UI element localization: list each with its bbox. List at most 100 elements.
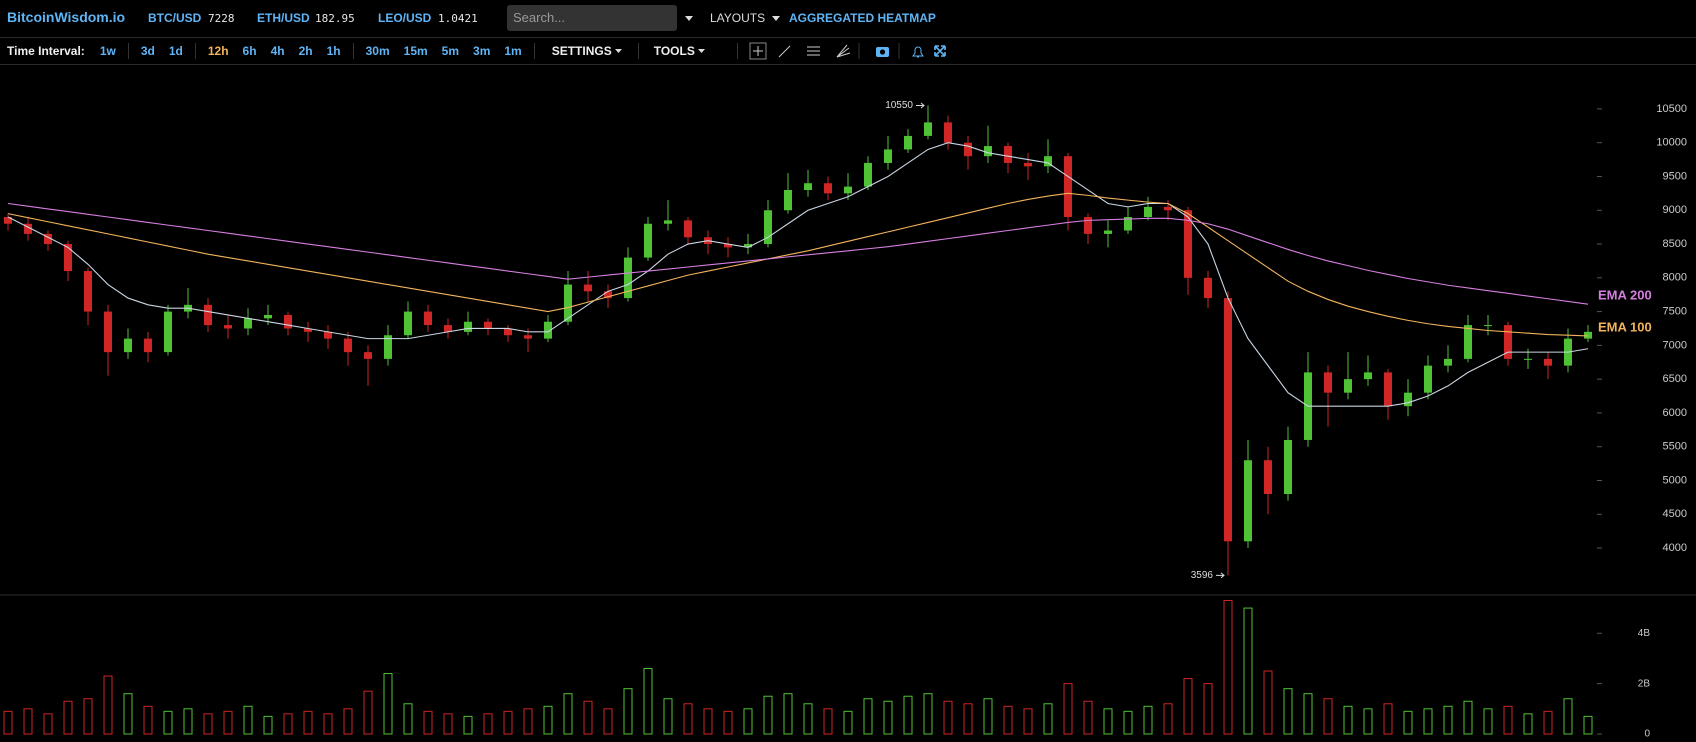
divider: [0, 64, 1696, 65]
ticker-price: 182.95: [315, 12, 355, 25]
tools-menu[interactable]: TOOLS: [653, 44, 695, 58]
candle-body: [1024, 162, 1032, 167]
y-tick-label: 8000: [1663, 272, 1687, 284]
y-tick-label: 4000: [1663, 542, 1687, 554]
layouts-menu[interactable]: LAYOUTS: [710, 11, 766, 25]
candle-body: [24, 223, 32, 234]
volume-bar: [1083, 700, 1093, 735]
volume-bar: [1303, 693, 1313, 735]
search-box[interactable]: Search...: [507, 5, 677, 31]
intervals: 1w 3d 1d 12h 6h 4h 2h 1h 30m 15m 5m 3m 1m: [93, 43, 529, 59]
candle-body: [664, 220, 672, 224]
separator: [352, 43, 354, 59]
candle-body: [1144, 206, 1152, 218]
candle-body: [644, 223, 652, 258]
line-tool[interactable]: [778, 45, 791, 58]
volume-bar: [1023, 708, 1033, 735]
volume-bar: [1163, 703, 1173, 735]
volume-bar: [303, 710, 313, 735]
volume-bar: [83, 698, 93, 735]
ticker-symbol[interactable]: BTC/USD: [148, 11, 202, 25]
ticker-price: 1.0421: [438, 12, 478, 25]
fan-tool[interactable]: [836, 44, 850, 58]
heatmap-link[interactable]: AGGREGATED HEATMAP: [789, 11, 936, 25]
volume-bar: [923, 693, 933, 735]
candle-body: [4, 217, 12, 224]
dropdown-caret[interactable]: [684, 14, 694, 22]
candle-body: [744, 244, 752, 248]
extreme-label: 3596: [1191, 570, 1214, 581]
tool-icons[interactable]: [749, 40, 979, 62]
candle-body: [144, 338, 152, 353]
volume-bar: [1003, 705, 1013, 735]
volume-bar: [1563, 698, 1573, 735]
interval-button[interactable]: 6h: [242, 44, 257, 58]
interval-button[interactable]: 30m: [365, 44, 390, 58]
dropdown-caret: [614, 49, 622, 53]
volume-bar: [1443, 705, 1453, 735]
hlines-tool[interactable]: [806, 46, 820, 56]
candle-body: [364, 352, 372, 359]
settings-menu[interactable]: SETTINGS: [551, 44, 612, 58]
interval-button[interactable]: 4h: [270, 44, 285, 58]
candle-body: [844, 186, 852, 194]
interval-button[interactable]: 3d: [140, 44, 155, 58]
interval-button[interactable]: 1m: [504, 44, 522, 58]
volume-bar: [1283, 688, 1293, 735]
dropdown-caret: [772, 16, 780, 21]
candle-body: [1364, 372, 1372, 380]
volume-bar: [23, 708, 33, 735]
volume-bar: [1123, 710, 1133, 735]
interval-button[interactable]: 1d: [168, 44, 183, 58]
volume-bar: [1103, 708, 1113, 735]
toolbar: Time Interval: 1w 3d 1d 12h 6h 4h 2h 1h 30m 15m 5m…: [0, 38, 1696, 64]
interval-button[interactable]: 2h: [298, 44, 313, 58]
candle-body: [1264, 460, 1272, 495]
volume-bar: [803, 703, 813, 735]
y-tick-label: 5500: [1663, 441, 1687, 453]
volume-bar: [263, 715, 273, 735]
candle-body: [1284, 439, 1292, 495]
y-tick-label: 9500: [1663, 170, 1687, 182]
interval-button[interactable]: 12h: [207, 44, 229, 58]
alert-tool[interactable]: [911, 46, 924, 58]
candle-body: [964, 142, 972, 157]
volume-bar: [683, 703, 693, 735]
candle-body: [1164, 206, 1172, 211]
volume-bar: [1223, 600, 1233, 735]
candle-body: [1124, 217, 1132, 231]
interval-button[interactable]: 15m: [403, 44, 428, 58]
separator: [637, 43, 639, 59]
candle-body: [124, 338, 132, 353]
volume-bar: [123, 693, 133, 735]
candle-body: [1424, 365, 1432, 393]
candle-body: [344, 338, 352, 353]
candle-body: [424, 311, 432, 326]
volume-bar: [1523, 713, 1533, 735]
interval-button[interactable]: 5m: [441, 44, 460, 58]
fullscreen-tool[interactable]: [934, 45, 946, 57]
ticker-symbol[interactable]: LEO/USD: [378, 11, 432, 25]
ema-line: [7, 142, 1589, 407]
candle-body: [524, 335, 532, 339]
candle-body: [1384, 372, 1392, 407]
crosshair-tool[interactable]: [749, 42, 767, 60]
interval-button[interactable]: 3m: [473, 44, 491, 58]
volume-tick-label: 0: [1644, 729, 1650, 740]
y-tick-label: 6500: [1663, 373, 1687, 385]
volume-bar: [663, 698, 673, 735]
logo[interactable]: BitcoinWisdom.io: [7, 9, 126, 25]
interval-button[interactable]: 1h: [326, 44, 341, 58]
volume-bar: [983, 698, 993, 735]
candle-body: [684, 220, 692, 238]
volume-bar: [1483, 708, 1493, 735]
ticker-symbol[interactable]: ETH/USD: [257, 11, 310, 25]
interval-button[interactable]: 1w: [99, 44, 116, 58]
volume-tick-label: 4B: [1638, 628, 1651, 639]
candle-body: [264, 314, 272, 319]
volume-bar: [1423, 708, 1433, 735]
crosshair-icon: [752, 46, 763, 56]
candle-body: [724, 244, 732, 248]
candle-body: [64, 244, 72, 272]
candle-body: [1404, 392, 1412, 407]
